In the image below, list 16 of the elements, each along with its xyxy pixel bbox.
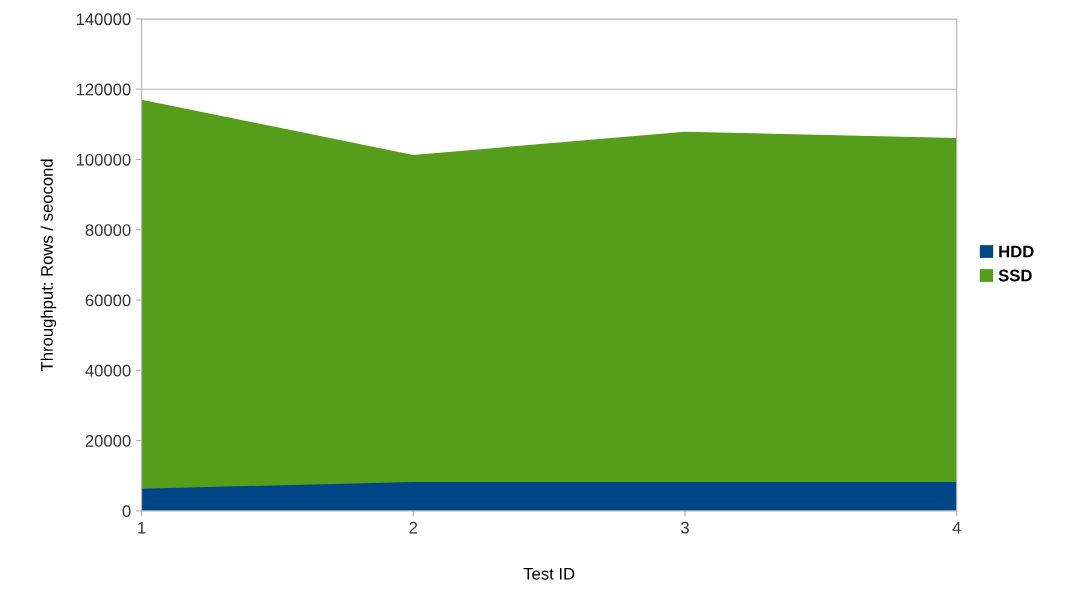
y-tick-label: 80000 bbox=[85, 224, 131, 236]
x-axis-title: Test ID bbox=[523, 568, 575, 580]
y-axis-title: Throughput: Rows / seocond bbox=[40, 159, 57, 372]
x-tick-label: 4 bbox=[952, 521, 961, 534]
x-tick-label: 1 bbox=[138, 521, 146, 534]
y-tick-label: 0 bbox=[122, 505, 131, 518]
y-tick-label: 100000 bbox=[76, 153, 131, 166]
y-tick-label: 20000 bbox=[85, 435, 131, 447]
legend-label: SSD bbox=[998, 269, 1032, 282]
y-tick-label: 140000 bbox=[76, 13, 131, 26]
y-tick-label: 60000 bbox=[85, 294, 131, 307]
y-tick-label: 40000 bbox=[85, 364, 131, 377]
x-tick-label: 2 bbox=[409, 521, 418, 534]
y-tick-label: 120000 bbox=[76, 83, 131, 96]
legend-label: HDD bbox=[999, 245, 1034, 258]
x-tick-label: 3 bbox=[680, 521, 689, 534]
